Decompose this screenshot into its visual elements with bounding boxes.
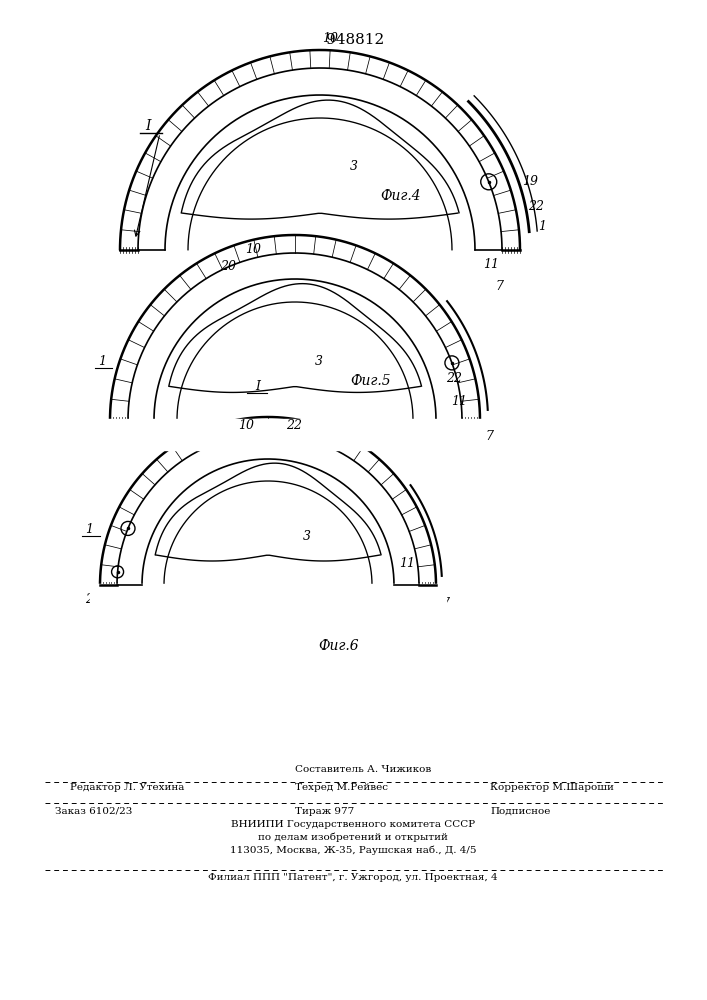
Text: I: I [145, 119, 151, 133]
Text: 1: 1 [538, 220, 546, 233]
Text: 20: 20 [220, 260, 236, 273]
Text: 22: 22 [528, 200, 544, 213]
Text: 7: 7 [441, 597, 449, 610]
Text: 22: 22 [446, 372, 462, 385]
Text: 11: 11 [399, 557, 415, 570]
Text: Фиг.4: Фиг.4 [380, 189, 421, 203]
Text: Фиг.6: Фиг.6 [318, 639, 358, 653]
Text: 21: 21 [188, 593, 204, 606]
Text: 7: 7 [495, 280, 503, 293]
Text: 21: 21 [85, 593, 101, 606]
Text: 10: 10 [238, 419, 254, 432]
Text: 22: 22 [286, 419, 302, 432]
Text: Тираж 977: Тираж 977 [295, 807, 354, 816]
Text: Корректор М.Шароши: Корректор М.Шароши [490, 783, 614, 792]
Text: 3: 3 [315, 355, 323, 368]
Text: Фиг.5: Фиг.5 [350, 374, 391, 388]
Text: 948812: 948812 [326, 33, 384, 47]
Text: 11: 11 [451, 395, 467, 408]
Text: по делам изобретений и открытий: по делам изобретений и открытий [258, 832, 448, 842]
Text: 19: 19 [522, 175, 538, 188]
Text: 3: 3 [350, 160, 358, 173]
Text: 1: 1 [85, 523, 93, 536]
Text: ВНИИПИ Государственного комитета СССР: ВНИИПИ Государственного комитета СССР [231, 820, 475, 829]
Text: 10: 10 [322, 32, 338, 45]
Text: Заказ 6102/23: Заказ 6102/23 [55, 807, 132, 816]
Text: 10: 10 [245, 243, 261, 256]
Text: Редактор Л. Утехина: Редактор Л. Утехина [70, 783, 185, 792]
Text: 3: 3 [303, 530, 311, 543]
Text: I: I [255, 380, 260, 393]
Text: 113035, Москва, Ж-35, Раушская наб., Д. 4/5: 113035, Москва, Ж-35, Раушская наб., Д. … [230, 846, 477, 855]
Text: Подписное: Подписное [490, 807, 550, 816]
Text: 7: 7 [485, 430, 493, 443]
Text: Составитель А. Чижиков: Составитель А. Чижиков [295, 765, 431, 774]
Text: 1: 1 [98, 355, 106, 368]
Text: Техред М.Рейвес: Техред М.Рейвес [295, 783, 388, 792]
Text: 11: 11 [483, 258, 499, 271]
Text: Филиал ППП "Патент", г. Ужгород, ул. Проектная, 4: Филиал ППП "Патент", г. Ужгород, ул. Про… [208, 873, 498, 882]
